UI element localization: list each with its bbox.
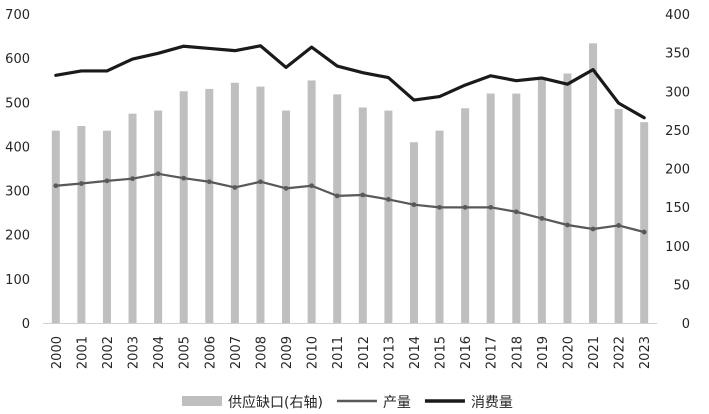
bar-2007 <box>230 82 239 323</box>
right-axis-tick: 200 <box>665 163 690 178</box>
right-axis-tick: 50 <box>673 278 690 293</box>
legend: 供应缺口(右轴) 产量 消费量 <box>182 394 513 411</box>
point-1-2015 <box>437 204 442 210</box>
left-axis-tick: 300 <box>5 185 30 200</box>
x-axis-tick: 2020 <box>561 336 576 369</box>
x-axis-tick: 2021 <box>587 336 602 369</box>
right-axis-tick: 0 <box>682 317 690 332</box>
bar-2014 <box>409 142 418 323</box>
bar-2004 <box>154 110 163 323</box>
point-1-2016 <box>462 204 468 210</box>
bar-2013 <box>384 110 393 323</box>
x-axis-tick: 2011 <box>331 336 346 369</box>
bar-2006 <box>205 88 214 324</box>
bar-2000 <box>51 130 60 323</box>
x-axis-tick: 2000 <box>50 336 65 369</box>
left-axis-tick: 200 <box>5 229 30 244</box>
left-axis-tick: 700 <box>5 8 30 23</box>
legend-swatch-bar <box>182 396 222 406</box>
bar-2022 <box>614 109 623 324</box>
x-axis-tick: 2013 <box>382 336 397 369</box>
left-axis-tick: 0 <box>22 317 30 332</box>
bar-2020 <box>563 73 572 323</box>
point-1-2019 <box>539 215 545 221</box>
point-1-2023 <box>641 229 647 235</box>
point-1-2003 <box>130 176 135 182</box>
bar-2018 <box>512 93 521 323</box>
x-axis-tick: 2022 <box>613 336 628 369</box>
point-1-2017 <box>488 204 494 210</box>
point-1-2007 <box>232 185 238 190</box>
point-1-2011 <box>334 193 340 199</box>
bar-2023 <box>640 122 649 324</box>
x-axis-tick: 2012 <box>357 336 372 369</box>
series-line-1 <box>54 172 646 234</box>
legend-label: 产量 <box>383 395 411 411</box>
left-axis-tick: 500 <box>5 96 30 111</box>
x-axis-tick: 2016 <box>459 336 474 369</box>
bar-series-supply-gap <box>51 43 649 324</box>
point-1-2008 <box>258 179 263 185</box>
x-axis-tick: 2010 <box>306 336 321 369</box>
line-series <box>53 44 647 235</box>
bar-2010 <box>307 80 316 323</box>
x-axis-tick: 2001 <box>75 336 90 369</box>
x-axis-tick: 2015 <box>434 336 449 369</box>
point-1-2000 <box>53 183 59 189</box>
right-axis-tick: 400 <box>665 8 690 23</box>
point-1-2002 <box>104 178 110 184</box>
right-axis-tick: 300 <box>665 85 690 100</box>
bar-2002 <box>102 130 111 323</box>
bar-2015 <box>435 130 444 323</box>
point-1-2013 <box>385 197 391 202</box>
point-1-2012 <box>360 192 366 198</box>
x-axis-tick: 2005 <box>178 336 193 369</box>
point-1-2021 <box>590 226 596 232</box>
x-axis-tick: 2004 <box>152 336 167 369</box>
legend-label: 供应缺口(右轴) <box>228 394 323 411</box>
x-axis-tick: 2002 <box>101 336 116 369</box>
point-1-2005 <box>181 175 187 181</box>
bar-2011 <box>333 94 342 323</box>
bar-2021 <box>589 43 598 324</box>
series-line-2 <box>54 44 646 120</box>
right-axis-tick: 150 <box>665 201 690 216</box>
point-1-2001 <box>78 181 84 186</box>
bar-2005 <box>179 91 188 323</box>
bar-2003 <box>128 113 137 324</box>
bar-2016 <box>461 108 470 323</box>
right-axis-tick: 350 <box>665 47 690 62</box>
point-1-2022 <box>616 223 622 228</box>
x-axis-tick: 2009 <box>280 336 295 369</box>
right-axis-tick: 250 <box>665 124 690 139</box>
point-1-2006 <box>206 179 212 185</box>
point-1-2018 <box>513 209 519 215</box>
left-axis-tick: 400 <box>5 140 30 155</box>
point-1-2009 <box>283 185 289 191</box>
legend-label: 消费量 <box>471 395 513 411</box>
x-axis-tick: 2023 <box>638 336 653 369</box>
left-axis-tick: 100 <box>5 273 30 288</box>
bar-2019 <box>537 78 546 323</box>
x-axis-tick: 2008 <box>254 336 269 369</box>
point-1-2004 <box>155 171 161 177</box>
bar-2001 <box>77 126 86 323</box>
x-axis-tick: 2006 <box>203 336 218 369</box>
point-1-2020 <box>565 222 570 228</box>
point-1-2010 <box>309 183 315 189</box>
bar-2012 <box>358 107 367 323</box>
x-axis-tick: 2018 <box>510 336 525 369</box>
left-axis-tick: 600 <box>5 52 30 67</box>
x-axis-tick: 2014 <box>408 336 423 369</box>
point-1-2014 <box>411 202 417 208</box>
bar-2008 <box>256 86 265 324</box>
x-axis-tick: 2019 <box>536 336 551 369</box>
x-axis-tick: 2017 <box>485 336 500 369</box>
right-axis-tick: 100 <box>665 240 690 255</box>
x-axis-tick: 2003 <box>127 336 142 369</box>
x-axis-tick: 2007 <box>229 336 244 369</box>
tick-labels: 0 100 200 300 400 500 600 700 0 50 100 150 200 250 300… <box>5 8 690 369</box>
bar-2009 <box>282 110 291 323</box>
